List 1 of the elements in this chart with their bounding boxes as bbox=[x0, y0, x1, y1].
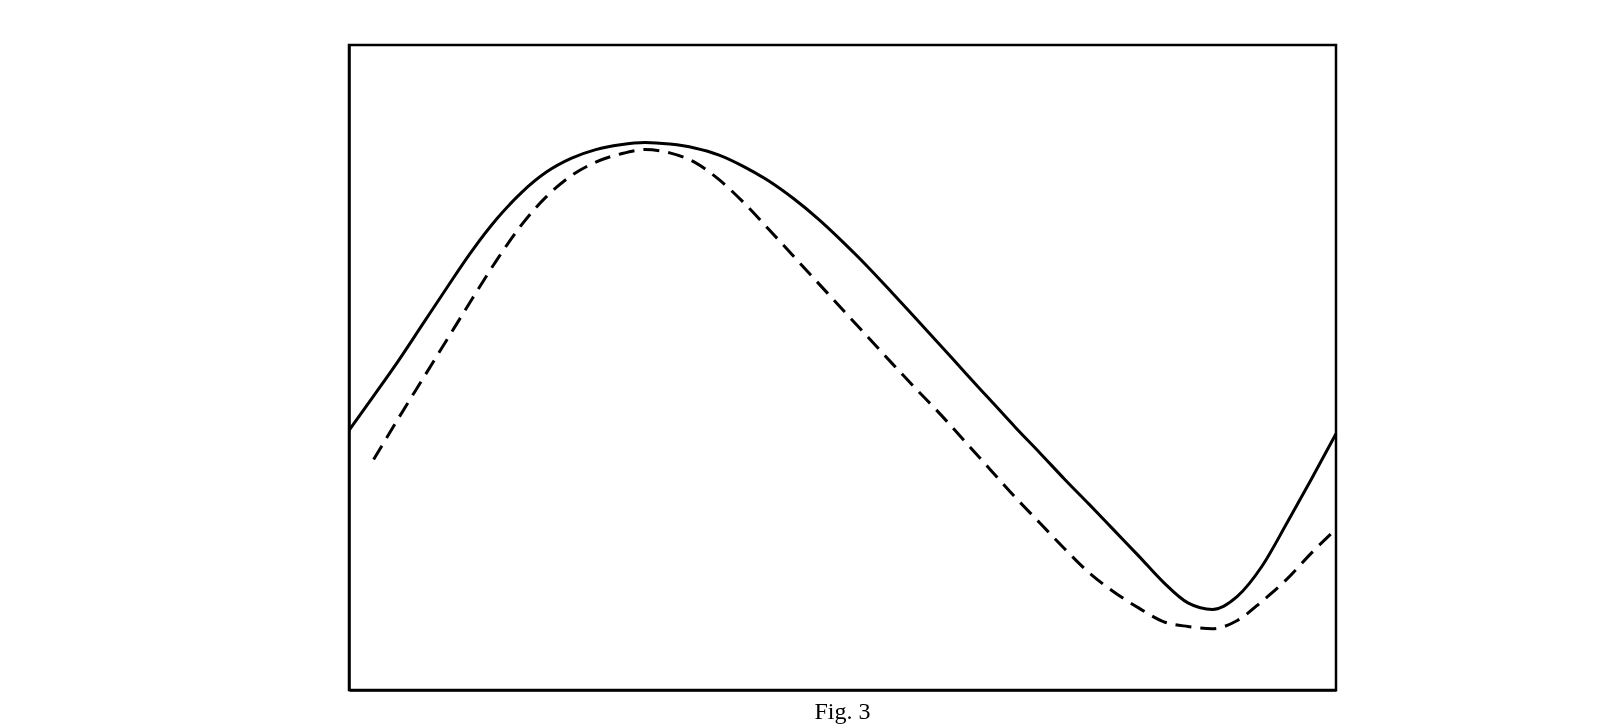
caption: Fig. 3 bbox=[814, 698, 871, 724]
